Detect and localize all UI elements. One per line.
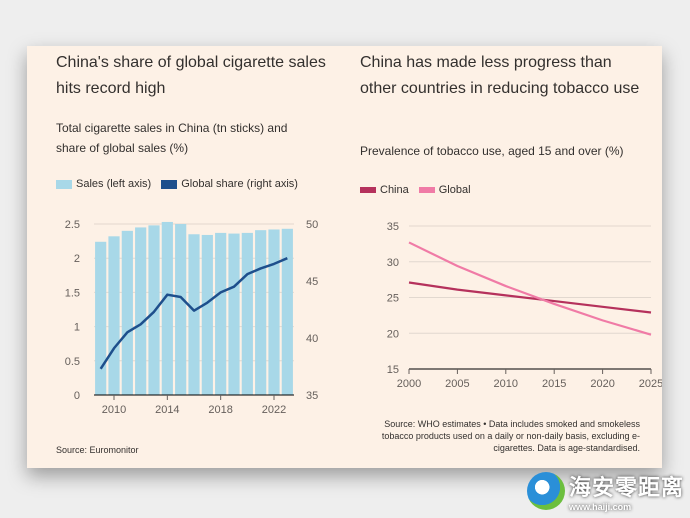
right-y-tick-label: 15 — [387, 364, 399, 376]
left-y-tick-label: 1 — [74, 322, 80, 334]
sales-bar — [95, 241, 107, 395]
global-share-line — [99, 257, 288, 370]
legend-china-swatch — [360, 187, 376, 193]
right-x-tick-label: 2000 — [397, 378, 421, 390]
global-line — [408, 241, 652, 336]
sales-bar — [108, 236, 120, 395]
legend-china: China — [360, 184, 409, 196]
right-source: Source: WHO estimates • Data includes sm… — [381, 419, 640, 453]
left-chart-subtitle: Total cigarette sales in China (tn stick… — [56, 121, 288, 155]
legend-share-label: Global share (right axis) — [181, 178, 298, 190]
right-y-tick-label: 20 — [387, 328, 399, 340]
legend-global-label: Global — [438, 184, 471, 196]
legend-sales: Sales (left axis) — [56, 178, 151, 190]
right-chart-subtitle: Prevalence of tobacco use, aged 15 and o… — [360, 144, 624, 158]
china-line — [408, 281, 652, 314]
sales-bar — [175, 224, 187, 395]
chart-card: China's share of global cigarette sales … — [27, 46, 662, 468]
legend-global: Global — [418, 184, 471, 196]
sales-bar — [241, 232, 253, 395]
left-y-tick-label: 2.5 — [65, 219, 80, 231]
legend-share-swatch — [161, 179, 178, 189]
sales-bar — [228, 233, 240, 395]
right-x-tick-label: 2015 — [542, 378, 566, 390]
watermark-text: 海安零距离 www.haiji.com — [569, 470, 684, 512]
sales-bar — [161, 221, 173, 395]
left-y-tick-label: 0.5 — [65, 356, 80, 368]
legend-sales-label: Sales (left axis) — [76, 178, 152, 190]
right-x-tick-label: 2005 — [445, 378, 469, 390]
sales-bar — [121, 230, 133, 395]
sales-bar — [135, 227, 147, 395]
legend-global-swatch — [418, 187, 435, 193]
left-legend: Sales (left axis) Global share (right ax… — [56, 178, 308, 190]
left-y2-tick-label: 40 — [306, 333, 318, 345]
left-source: Source: Euromonitor — [56, 445, 139, 455]
left-y2-tick-label: 50 — [306, 219, 318, 231]
left-chart: 0 0.5 1 1.5 2 2.5 35 40 45 50 2010 2014 2018 2022 — [65, 219, 319, 416]
right-x-tick-label: 2010 — [494, 378, 518, 390]
right-legend: China Global — [360, 184, 481, 196]
watermark: 海安零距离 www.haiji.com — [526, 470, 684, 512]
left-x-tick-label: 2014 — [155, 404, 179, 416]
watermark-logo-icon — [526, 472, 565, 510]
legend-share: Global share (right axis) — [161, 178, 298, 190]
left-y-tick-label: 0 — [74, 390, 80, 402]
left-x-tick-label: 2022 — [262, 404, 286, 416]
left-x-tick-label: 2018 — [208, 404, 232, 416]
watermark-title: 海安零距离 — [568, 475, 684, 500]
left-x-tick-label: 2010 — [102, 404, 126, 416]
left-y2-tick-label: 45 — [306, 276, 318, 288]
sales-bar — [255, 230, 267, 395]
right-chart-title: China has made less progress than other … — [360, 54, 640, 97]
left-chart-title: China's share of global cigarette sales … — [56, 54, 326, 97]
sales-bar — [268, 229, 280, 395]
sales-bar — [215, 232, 227, 395]
left-y-tick-label: 2 — [74, 253, 80, 265]
right-y-tick-label: 30 — [387, 257, 399, 269]
right-y-tick-label: 35 — [387, 221, 399, 233]
sales-bar — [201, 234, 213, 395]
watermark-url: www.haiji.com — [568, 502, 632, 512]
sales-bar — [281, 228, 293, 395]
right-x-tick-label: 2025 — [639, 378, 662, 390]
right-x-tick-label: 2020 — [590, 378, 614, 390]
left-y2-tick-label: 35 — [306, 390, 318, 402]
sales-bar — [188, 234, 200, 395]
legend-china-label: China — [380, 184, 409, 196]
left-y-tick-label: 1.5 — [65, 287, 80, 299]
right-y-tick-label: 25 — [387, 293, 399, 305]
legend-sales-swatch — [56, 179, 72, 189]
